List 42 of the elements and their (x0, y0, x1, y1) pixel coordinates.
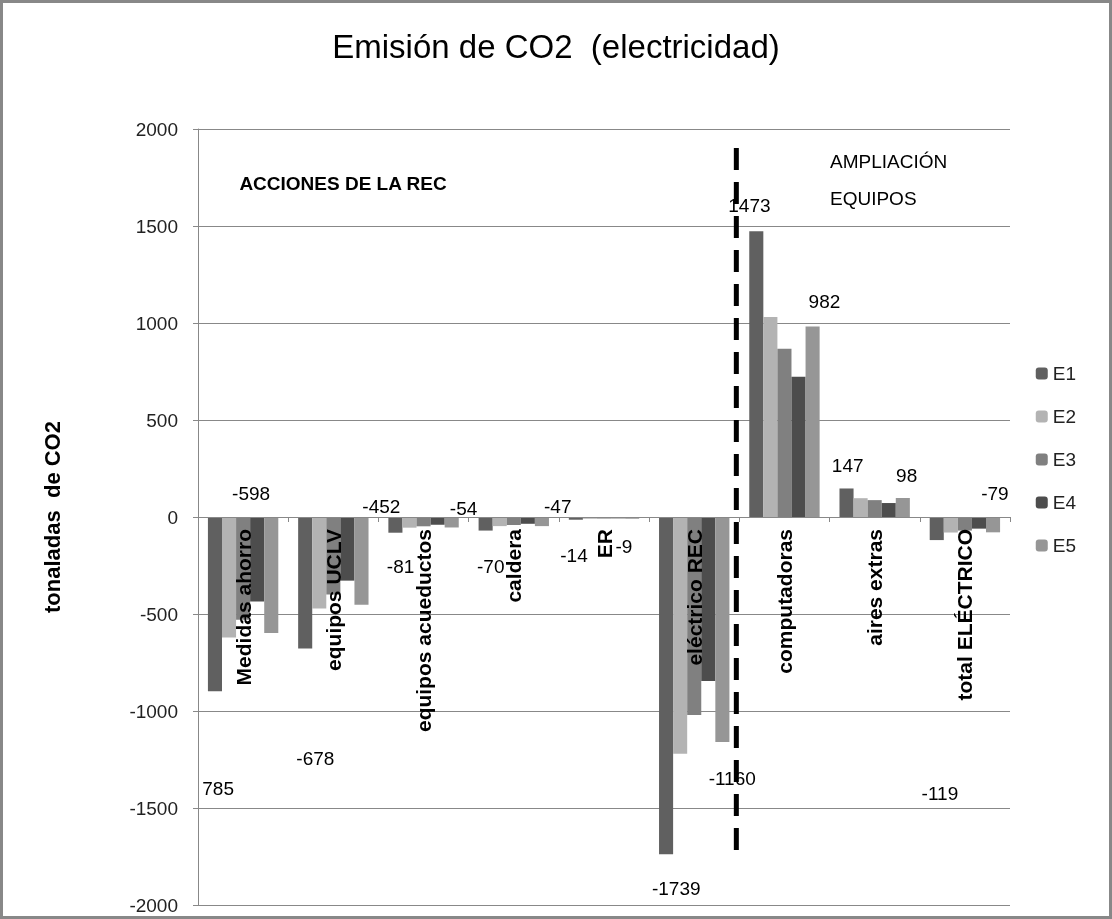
y-tick-label: -2000 (129, 894, 178, 916)
x-tick-label: eléctrico REC (682, 529, 706, 666)
y-tick-label: -1000 (129, 700, 178, 722)
annotation: 147 (831, 454, 864, 476)
annotation: -47 (544, 495, 572, 517)
legend-label: E1 (1052, 363, 1077, 384)
annotation: -70 (477, 555, 505, 577)
annotation: -678 (296, 747, 335, 769)
x-tick-label: total ELÉCTRICO (953, 529, 977, 701)
annotation: 982 (808, 290, 841, 312)
legend-label: E4 (1052, 492, 1077, 513)
y-tick-label: 2000 (135, 118, 178, 140)
y-tick-label: 1500 (135, 215, 178, 237)
x-tick-label: equipos UCLV (321, 529, 345, 671)
annotation: -14 (560, 544, 589, 566)
annotation: 98 (896, 464, 918, 486)
annotation: -598 (232, 482, 271, 504)
legend-label: E5 (1052, 535, 1077, 556)
annotation: AMPLIACIÓN EQUIPOS (830, 151, 948, 209)
annotation: 785 (202, 777, 234, 799)
annotation: -54 (449, 497, 478, 519)
annotation: -81 (386, 555, 415, 577)
annotation: ACCIONES DE LA REC (239, 172, 447, 194)
annotation: -452 (362, 495, 401, 517)
y-tick-label: -500 (139, 603, 178, 625)
x-tick-label: aires extras (863, 529, 887, 646)
x-tick-label: Medidas ahorro (231, 529, 255, 686)
x-tick-label: computadoras (772, 529, 796, 674)
annotation: -9 (615, 535, 633, 557)
annotation: 1473 (728, 194, 771, 216)
annotation: -119 (921, 782, 959, 804)
legend-label: E3 (1052, 449, 1077, 470)
y-tick-label: -1500 (129, 797, 178, 819)
legend-label: E2 (1052, 406, 1077, 427)
y-tick-label: 500 (146, 409, 178, 431)
chart-title: Emisión de CO2 (electricidad) (332, 28, 780, 65)
y-tick-label: 0 (167, 506, 178, 528)
y-axis-title: tonaladas de CO2 (39, 421, 65, 613)
x-tick-label: ER (592, 529, 616, 559)
annotation: -1739 (651, 877, 701, 899)
annotation: -79 (981, 482, 1009, 504)
y-tick-label: 1000 (135, 312, 178, 334)
